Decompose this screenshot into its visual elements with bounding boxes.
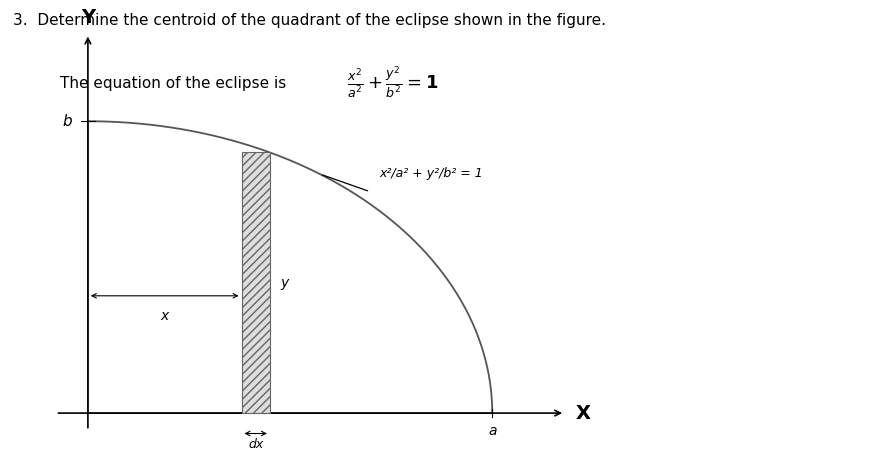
Text: b: b [62, 114, 72, 129]
Text: X: X [575, 404, 590, 423]
Text: 3.  Determine the centroid of the quadrant of the eclipse shown in the figure.: 3. Determine the centroid of the quadran… [13, 13, 606, 28]
Text: $\frac{x^2}{a^2}+\frac{y^2}{b^2}=\mathbf{1}$: $\frac{x^2}{a^2}+\frac{y^2}{b^2}=\mathbf… [347, 65, 438, 101]
Text: y: y [280, 276, 288, 290]
Text: Y: Y [81, 8, 95, 27]
Text: The equation of the eclipse is: The equation of the eclipse is [60, 76, 285, 91]
Text: dx: dx [248, 438, 263, 449]
Text: a: a [487, 424, 496, 438]
Text: x: x [161, 309, 169, 323]
Bar [241, 153, 270, 413]
Text: x²/a² + y²/b² = 1: x²/a² + y²/b² = 1 [378, 167, 482, 180]
